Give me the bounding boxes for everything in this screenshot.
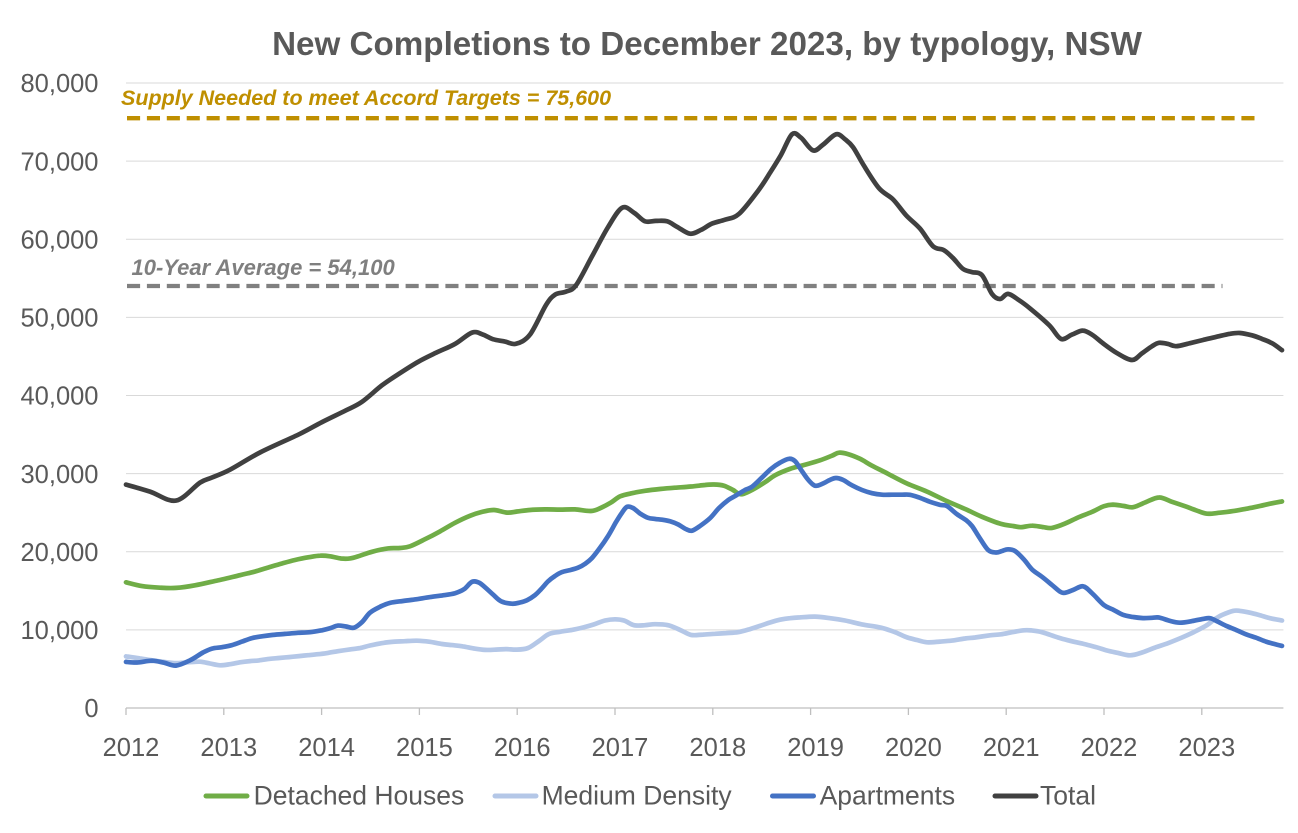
svg-text:10-Year Average = 54,100: 10-Year Average = 54,100 — [132, 255, 396, 280]
svg-text:0: 0 — [84, 695, 98, 723]
svg-text:2016: 2016 — [494, 734, 551, 762]
svg-text:Total: Total — [1040, 781, 1096, 811]
svg-text:30,000: 30,000 — [21, 461, 99, 489]
svg-text:2022: 2022 — [1081, 734, 1138, 762]
svg-text:2013: 2013 — [200, 734, 257, 762]
svg-text:40,000: 40,000 — [21, 383, 99, 411]
svg-text:20,000: 20,000 — [21, 539, 99, 567]
svg-text:Supply Needed to meet Accord T: Supply Needed to meet Accord Targets = 7… — [121, 86, 611, 110]
svg-text:10,000: 10,000 — [21, 617, 99, 645]
svg-text:New Completions to December 20: New Completions to December 2023, by typ… — [272, 26, 1142, 63]
svg-text:2023: 2023 — [1178, 734, 1235, 762]
svg-text:2015: 2015 — [396, 734, 453, 762]
svg-text:50,000: 50,000 — [21, 305, 99, 333]
svg-text:2014: 2014 — [298, 734, 355, 762]
svg-text:2012: 2012 — [103, 734, 160, 762]
svg-text:2019: 2019 — [787, 734, 844, 762]
svg-text:2018: 2018 — [689, 734, 746, 762]
svg-text:2021: 2021 — [983, 734, 1040, 762]
svg-text:2017: 2017 — [592, 734, 649, 762]
svg-text:2020: 2020 — [885, 734, 942, 762]
svg-text:80,000: 80,000 — [21, 70, 99, 98]
svg-text:Apartments: Apartments — [820, 781, 956, 811]
svg-text:Medium Density: Medium Density — [542, 781, 733, 811]
svg-text:Detached Houses: Detached Houses — [254, 781, 465, 811]
svg-text:70,000: 70,000 — [21, 148, 99, 176]
svg-text:60,000: 60,000 — [21, 226, 99, 254]
